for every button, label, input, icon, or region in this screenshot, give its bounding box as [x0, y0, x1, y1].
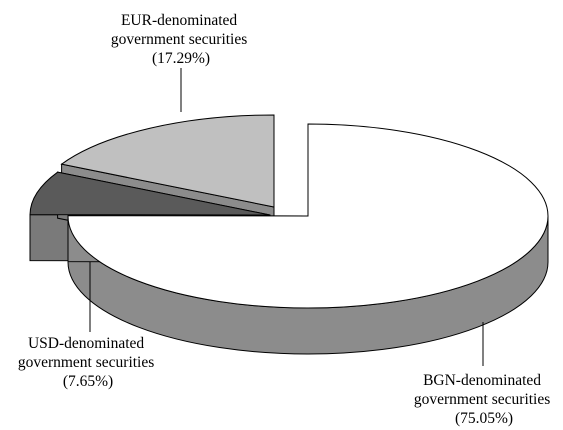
- pie-slice-eur: [60, 114, 275, 208]
- slice-label-eur: EUR-denominated government securities (1…: [111, 12, 251, 67]
- slice-label-bgn: BGN-denominated government securities (7…: [414, 372, 554, 427]
- slice-label-usd: USD-denominated government securities (7…: [18, 335, 158, 390]
- pie-slice-bgn: [67, 123, 549, 309]
- pie-slice-usd: [29, 171, 271, 216]
- pie-tops: [29, 114, 549, 309]
- leader-lines: [89, 68, 484, 366]
